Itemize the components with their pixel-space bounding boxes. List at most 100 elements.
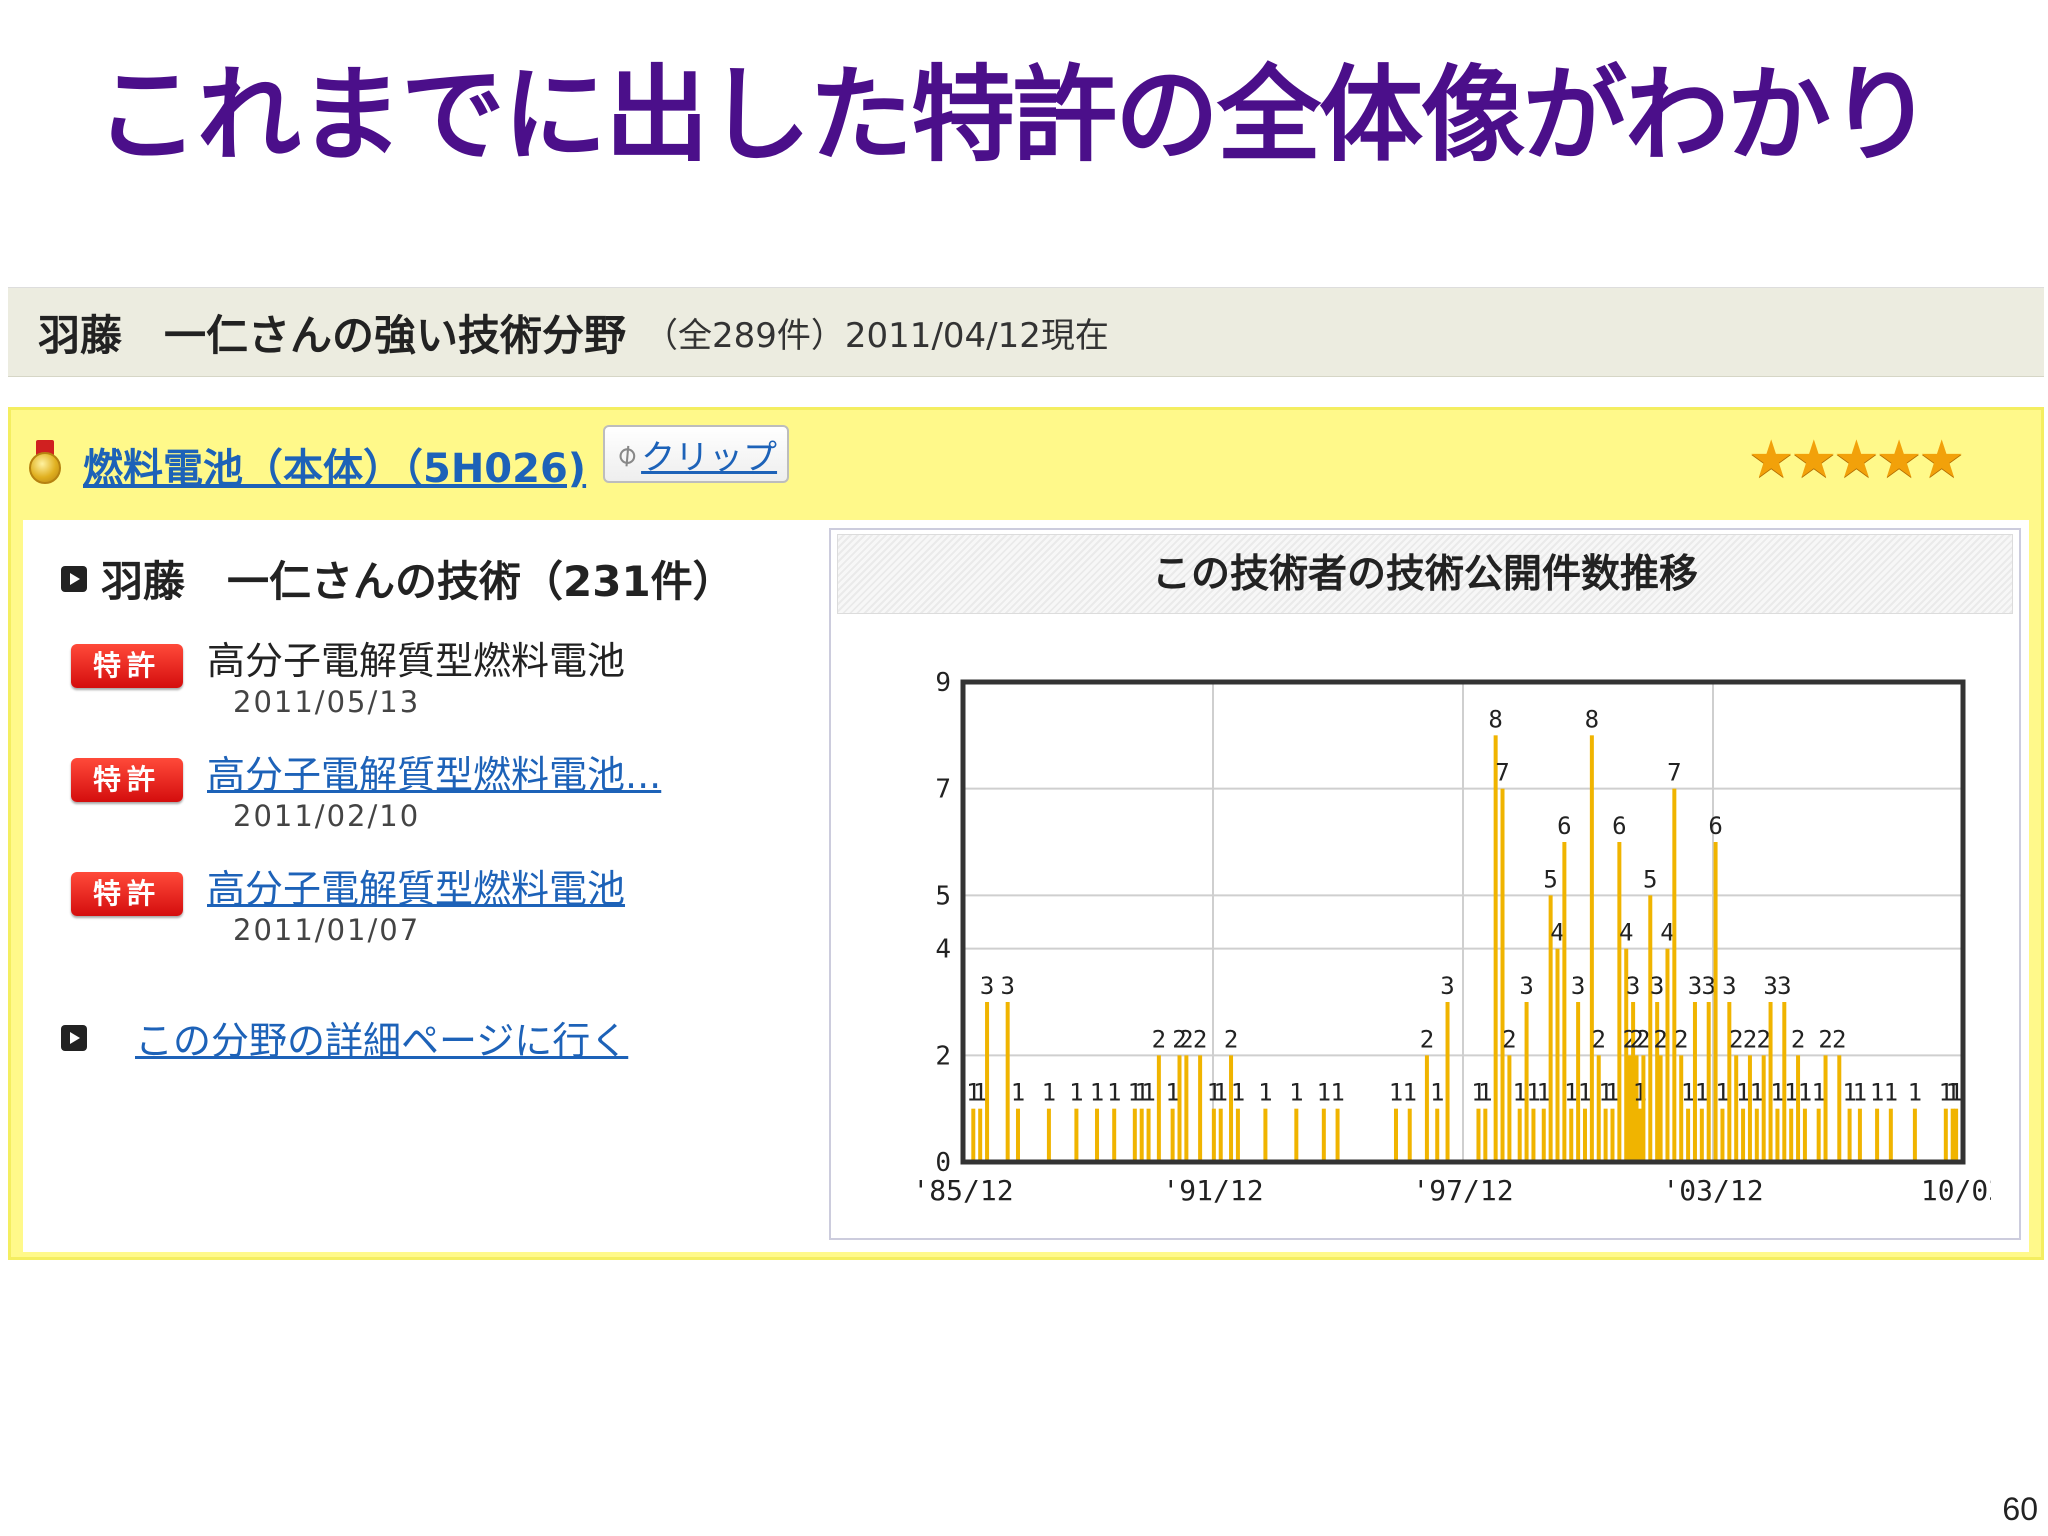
patent-badge: 特許 (71, 644, 183, 688)
data-label: 1 (1069, 1079, 1083, 1107)
x-tick-label: '91/12 (1162, 1174, 1263, 1207)
data-bar (1754, 1108, 1759, 1162)
y-tick-label: 4 (935, 935, 951, 965)
data-label: 6 (1557, 812, 1571, 840)
data-label: 1 (1736, 1079, 1750, 1107)
data-label: 1 (1141, 1079, 1155, 1107)
data-bar (1407, 1108, 1412, 1162)
data-bar (971, 1108, 976, 1162)
data-label: 3 (1626, 972, 1640, 1000)
data-bar (1713, 842, 1718, 1162)
data-label: 1 (1430, 1079, 1444, 1107)
data-label: 1 (1471, 1079, 1485, 1107)
data-label: 1 (1842, 1079, 1856, 1107)
data-bar (1627, 1055, 1632, 1162)
data-label: 1 (1231, 1079, 1245, 1107)
data-bar (1679, 1055, 1684, 1162)
y-tick-label: 0 (935, 1148, 951, 1178)
data-bar (1582, 1108, 1587, 1162)
data-label: 1 (1605, 1079, 1619, 1107)
data-bar (1170, 1108, 1175, 1162)
data-bar (1672, 788, 1677, 1162)
data-bar (1156, 1055, 1161, 1162)
page-number: 60 (2002, 1491, 2038, 1527)
slide-title: これまでに出した特許の全体像がわかり (95, 54, 1933, 176)
data-label: 8 (1488, 705, 1502, 733)
data-bar (978, 1108, 983, 1162)
header-name: 羽藤 一仁さんの強い技術分野 (38, 310, 627, 360)
x-tick-label: '03/12 (1662, 1174, 1763, 1207)
data-bar (1493, 735, 1498, 1162)
patent-title-link[interactable]: 高分子電解質型燃料電池... (207, 753, 662, 797)
data-bar (1112, 1108, 1117, 1162)
data-label: 2 (1832, 1025, 1846, 1053)
data-bar (1517, 1108, 1522, 1162)
patent-date: 2011/05/13 (233, 685, 421, 719)
chart-title: この技術者の技術公開件数推移 (837, 534, 2013, 614)
data-bar (1335, 1108, 1340, 1162)
data-label: 4 (1619, 919, 1633, 947)
data-label: 2 (1636, 1025, 1650, 1053)
data-bar (1634, 1055, 1639, 1162)
data-label: 1 (1042, 1079, 1056, 1107)
data-label: 8 (1585, 705, 1599, 733)
data-bar (1624, 948, 1629, 1162)
patent-badge: 特許 (71, 872, 183, 916)
data-label: 2 (1502, 1025, 1516, 1053)
data-label: 1 (1750, 1079, 1764, 1107)
data-label: 2 (1818, 1025, 1832, 1053)
data-label: 1 (1128, 1079, 1142, 1107)
x-tick-label: '85/12 (912, 1174, 1013, 1207)
data-label: 7 (1495, 759, 1509, 787)
data-label: 1 (1681, 1079, 1695, 1107)
data-bar (1531, 1108, 1536, 1162)
data-bar (1912, 1108, 1917, 1162)
arrow-bullet-icon (61, 1024, 87, 1051)
clip-button[interactable]: ⌀ クリップ (603, 425, 789, 483)
data-bar (1655, 1002, 1660, 1162)
data-bar (1424, 1055, 1429, 1162)
data-bar (1555, 948, 1560, 1162)
data-label: 7 (1667, 759, 1681, 787)
data-bar (1658, 1055, 1663, 1162)
data-label: 1 (1715, 1079, 1729, 1107)
y-tick-label: 5 (935, 881, 951, 911)
data-bar (1734, 1055, 1739, 1162)
field-link[interactable]: 燃料電池（本体）（5H026) (83, 446, 587, 492)
field-content: 羽藤 一仁さんの技術（231件） 特許 高分子電解質型燃料電池 2011/05/… (23, 520, 2029, 1252)
data-bar (1435, 1108, 1440, 1162)
data-bar (1943, 1108, 1948, 1162)
data-label: 2 (1193, 1025, 1207, 1053)
data-bar (1562, 842, 1567, 1162)
data-label: 3 (1440, 972, 1454, 1000)
x-tick-label: 10/03 (1921, 1174, 1991, 1207)
data-label: 1 (1811, 1079, 1825, 1107)
data-bar (1727, 1002, 1732, 1162)
data-bar (1686, 1108, 1691, 1162)
data-bar (1046, 1108, 1051, 1162)
data-label: 2 (1791, 1025, 1805, 1053)
data-label: 2 (1224, 1025, 1238, 1053)
data-bar (1768, 1002, 1773, 1162)
data-bar (1074, 1108, 1079, 1162)
data-label: 3 (1571, 972, 1585, 1000)
detail-page-link[interactable]: この分野の詳細ページに行く (135, 1019, 629, 1063)
data-bar (1589, 735, 1594, 1162)
patent-title-link[interactable]: 高分子電解質型燃料電池 (207, 867, 626, 911)
data-bar (1888, 1108, 1893, 1162)
data-label: 3 (1777, 972, 1791, 1000)
data-label: 1 (1784, 1079, 1798, 1107)
data-label: 3 (1519, 972, 1533, 1000)
data-label: 3 (1000, 972, 1014, 1000)
data-bar (1816, 1108, 1821, 1162)
data-label: 1 (1107, 1079, 1121, 1107)
data-label: 3 (980, 972, 994, 1000)
data-bar (1198, 1055, 1203, 1162)
detail-link-row: この分野の詳細ページに行く (61, 1010, 628, 1065)
data-label: 4 (1550, 919, 1564, 947)
data-label: 1 (966, 1079, 980, 1107)
data-bar (1741, 1108, 1746, 1162)
clip-label: クリップ (641, 437, 778, 478)
